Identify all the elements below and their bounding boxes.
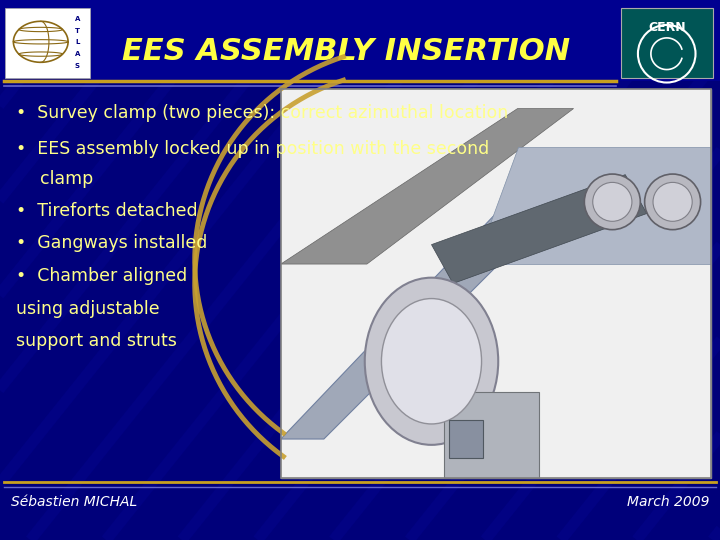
Text: •  EES assembly locked up in position with the second: • EES assembly locked up in position wit… bbox=[16, 139, 489, 158]
Text: S: S bbox=[75, 63, 80, 69]
Bar bbox=[621, 8, 713, 78]
Text: Sébastien MICHAL: Sébastien MICHAL bbox=[11, 495, 137, 509]
Bar bbox=[281, 89, 711, 478]
Bar bbox=[281, 89, 711, 478]
Ellipse shape bbox=[382, 299, 482, 424]
Text: A: A bbox=[75, 51, 80, 57]
Text: •  Gangways installed: • Gangways installed bbox=[16, 234, 207, 252]
Text: L: L bbox=[75, 39, 79, 45]
Ellipse shape bbox=[593, 183, 632, 221]
Text: support and struts: support and struts bbox=[16, 332, 176, 350]
Text: •  Chamber aligned: • Chamber aligned bbox=[16, 267, 187, 286]
Text: CERN: CERN bbox=[648, 21, 685, 34]
Text: March 2009: March 2009 bbox=[626, 495, 709, 509]
Text: T: T bbox=[75, 28, 80, 33]
Text: EES ASSEMBLY INSERTION: EES ASSEMBLY INSERTION bbox=[122, 37, 570, 66]
Polygon shape bbox=[281, 109, 574, 264]
Text: •  Tireforts detached: • Tireforts detached bbox=[16, 201, 197, 220]
Bar bbox=[0, 0, 720, 81]
Polygon shape bbox=[281, 159, 603, 439]
Bar bbox=[444, 393, 539, 478]
Text: clamp: clamp bbox=[40, 170, 93, 188]
Ellipse shape bbox=[365, 278, 498, 445]
Text: using adjustable: using adjustable bbox=[16, 300, 159, 318]
Bar bbox=[449, 420, 483, 458]
Ellipse shape bbox=[585, 174, 640, 230]
Bar bbox=[281, 89, 711, 478]
Text: A: A bbox=[75, 16, 80, 22]
Bar bbox=[5, 8, 90, 78]
Polygon shape bbox=[431, 174, 647, 284]
Polygon shape bbox=[474, 147, 711, 264]
Text: •  Survey clamp (two pieces): correct azimuthal location: • Survey clamp (two pieces): correct azi… bbox=[16, 104, 508, 123]
Ellipse shape bbox=[653, 183, 692, 221]
Ellipse shape bbox=[644, 174, 701, 230]
